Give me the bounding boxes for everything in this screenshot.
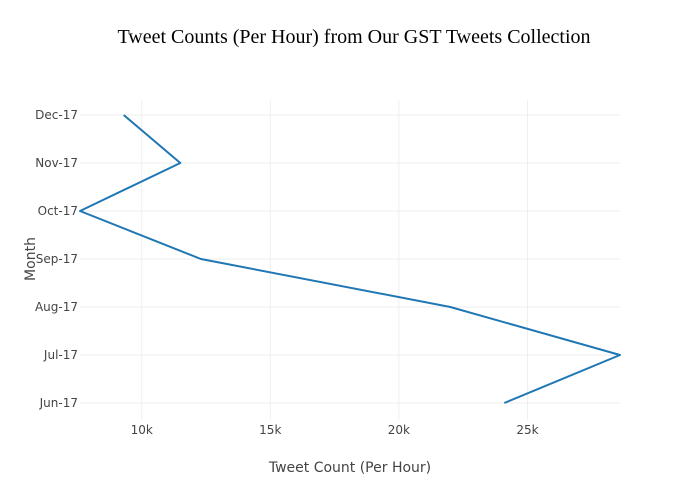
grid [80,100,620,420]
y-axis-label: Month [23,237,39,281]
plot-area [79,114,621,404]
y-axis-ticks: Jun-17 Jul-17 Aug-17 Sep-17 Oct-17 Nov-17 Dec-… [35,108,78,410]
y-tick-label: Jul-17 [43,348,78,362]
x-axis-label: Tweet Count (Per Hour) [268,460,431,476]
y-tick-label: Nov-17 [35,156,78,170]
y-tick-label: Dec-17 [35,108,78,122]
series-line [79,114,621,404]
x-tick-label: 20k [388,423,410,437]
y-tick-label: Jun-17 [39,396,78,410]
y-tick-label: Oct-17 [38,204,78,218]
x-tick-label: 25k [516,423,538,437]
y-tick-label: Sep-17 [36,252,78,266]
y-tick-label: Aug-17 [35,300,78,314]
x-tick-label: 10k [131,423,153,437]
x-tick-label: 15k [259,423,281,437]
chart-title: Tweet Counts (Per Hour) from Our GST Twe… [117,26,590,48]
x-axis-ticks: 10k 15k 20k 25k [131,423,539,437]
